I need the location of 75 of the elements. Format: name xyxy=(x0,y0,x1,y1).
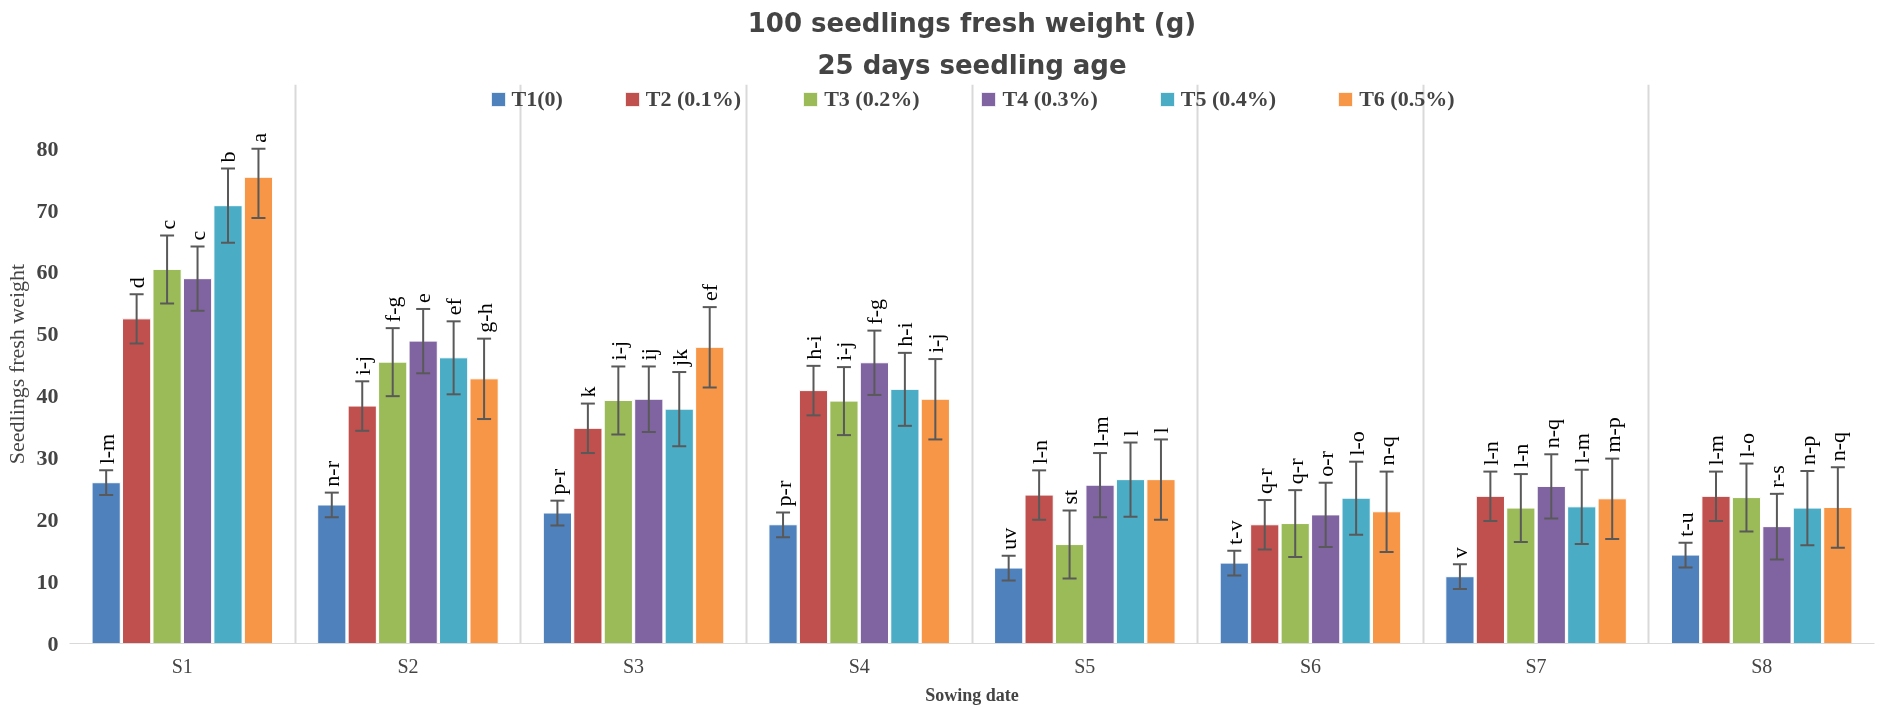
legend-label: T3 (0.2%) xyxy=(824,86,920,112)
legend-label: T5 (0.4%) xyxy=(1180,86,1277,112)
data-label: i-j xyxy=(605,340,631,361)
y-tick-label: 80 xyxy=(36,135,59,161)
chart-title: 100 seedlings fresh weight (g) xyxy=(747,7,1197,38)
data-label: t-v xyxy=(1221,520,1247,545)
y-tick-label: 70 xyxy=(36,197,59,223)
data-label: ef xyxy=(441,297,467,316)
y-tick-label: 10 xyxy=(36,568,59,594)
data-label: l-n xyxy=(1477,441,1503,466)
data-label: q-r xyxy=(1252,467,1278,495)
legend-label: T2 (0.1%) xyxy=(645,86,742,112)
data-label: l-m xyxy=(93,433,119,465)
data-label: l-o xyxy=(1343,431,1369,456)
data-label: h-i xyxy=(801,335,826,360)
data-label: i-j xyxy=(349,355,375,376)
data-label: uv xyxy=(996,527,1022,550)
data-label: i-j xyxy=(922,333,948,354)
data-label: l-m xyxy=(1703,435,1729,466)
data-label: c xyxy=(185,230,211,241)
data-label: q-r xyxy=(1282,457,1308,485)
data-label: g-h xyxy=(471,303,497,333)
data-label: d xyxy=(124,277,150,289)
data-label: l xyxy=(1118,430,1143,437)
y-tick-label: 40 xyxy=(36,383,59,409)
y-axis-title: Seedlings fresh weight xyxy=(3,263,29,465)
data-label: r-s xyxy=(1764,465,1790,488)
data-label: t-u xyxy=(1673,512,1699,537)
y-tick-label: 0 xyxy=(47,630,59,656)
data-label: o-r xyxy=(1313,450,1339,477)
x-tick-label: S2 xyxy=(397,654,419,677)
x-tick-label: S1 xyxy=(171,654,193,677)
data-label: n-p xyxy=(1794,435,1820,465)
data-label: ef xyxy=(697,283,723,302)
legend-label: T1(0) xyxy=(511,86,563,112)
data-label: h-i xyxy=(892,322,918,347)
x-tick-label: S7 xyxy=(1525,654,1547,677)
data-label: l-n xyxy=(1026,439,1052,465)
data-label: p-r xyxy=(770,480,796,507)
data-label: e xyxy=(410,293,436,303)
legend-label: T4 (0.3%) xyxy=(1002,86,1098,112)
data-label: st xyxy=(1057,489,1083,505)
data-label: k xyxy=(575,386,601,398)
data-label: a xyxy=(245,132,271,143)
data-label: l xyxy=(1148,427,1174,434)
data-label: n-q xyxy=(1538,418,1564,449)
data-label: f-g xyxy=(380,296,406,323)
legend-label: T6 (0.5%) xyxy=(1359,86,1455,112)
x-tick-label: S4 xyxy=(848,654,870,677)
data-label: jk xyxy=(666,348,692,368)
x-tick-label: S3 xyxy=(623,654,645,677)
data-label: p-r xyxy=(544,468,570,495)
data-label: m-p xyxy=(1599,417,1625,453)
data-label: l-o xyxy=(1733,433,1759,458)
data-label: l-m xyxy=(1569,433,1595,464)
y-tick-label: 50 xyxy=(36,321,59,347)
x-tick-label: S6 xyxy=(1299,654,1321,677)
x-tick-label: S5 xyxy=(1074,654,1096,677)
data-label: f-g xyxy=(861,298,887,325)
y-tick-label: 20 xyxy=(36,506,59,532)
data-label: l-m xyxy=(1087,416,1113,448)
data-label: c xyxy=(154,219,180,230)
data-label: i-j xyxy=(831,341,857,362)
data-label: n-r xyxy=(319,460,345,487)
data-label: ij xyxy=(636,348,662,361)
y-tick-label: 30 xyxy=(36,444,59,470)
data-label: n-q xyxy=(1825,431,1851,462)
x-tick-label: S8 xyxy=(1751,654,1773,677)
data-label: l-n xyxy=(1508,443,1534,469)
data-label: v xyxy=(1447,547,1473,559)
data-label: n-q xyxy=(1374,436,1400,466)
chart-subtitle: 25 days seedling age xyxy=(817,49,1127,80)
x-axis-title: Sowing date xyxy=(925,684,1019,705)
data-label: b xyxy=(215,151,241,163)
y-tick-label: 60 xyxy=(36,259,59,285)
